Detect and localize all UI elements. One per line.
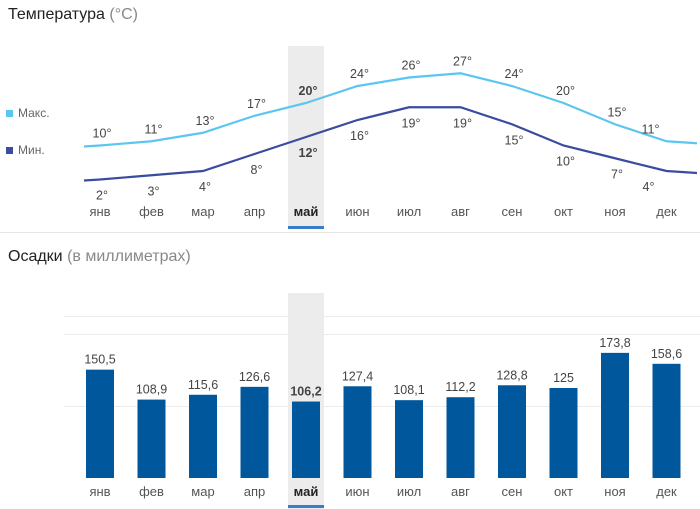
precip-bar — [240, 386, 269, 478]
precip-bar — [86, 369, 114, 478]
min-temp-label: 16° — [350, 129, 369, 143]
month-label-precip: фев — [139, 484, 164, 499]
min-temp-label: 19° — [453, 116, 472, 130]
precipitation-title: Осадки (в миллиметрах) — [8, 248, 191, 266]
month-label-precip: дек — [656, 484, 677, 499]
max-temp-label: 10° — [93, 127, 112, 141]
precip-value-label: 126,6 — [239, 370, 270, 384]
month-label-precip: июл — [397, 484, 421, 499]
month-label-temp: ноя — [604, 204, 625, 219]
month-label-precip: сен — [502, 484, 523, 499]
precip-bar — [652, 363, 681, 478]
max-temp-line — [83, 72, 698, 148]
precip-value-label: 173,8 — [599, 336, 630, 350]
precip-value-label: 127,4 — [342, 369, 373, 383]
min-temp-label: 15° — [505, 133, 524, 147]
temperature-title: Температура (°C) — [8, 6, 138, 24]
month-label-precip: май — [294, 484, 319, 499]
max-temp-label: 20° — [556, 84, 575, 98]
precip-bar — [601, 352, 629, 478]
legend-min-swatch — [6, 146, 13, 154]
section-divider — [0, 232, 700, 233]
selected-month-underline-temp — [288, 226, 324, 229]
max-temp-label: 17° — [247, 97, 266, 111]
month-label-precip: ноя — [604, 484, 625, 499]
month-label-precip: янв — [89, 484, 110, 499]
month-label-temp: фев — [139, 204, 164, 219]
min-temp-label: 7° — [611, 167, 623, 181]
max-temp-label: 13° — [196, 114, 215, 128]
month-label-temp: июн — [345, 204, 369, 219]
max-temp-label: 11° — [145, 122, 163, 136]
month-label-temp: сен — [502, 204, 523, 219]
max-temp-label: 11° — [642, 122, 660, 136]
legend-min: Мин. — [6, 143, 45, 157]
min-temp-label: 4° — [643, 180, 655, 194]
precip-value-label: 158,6 — [651, 347, 682, 361]
min-temp-label: 19° — [402, 116, 421, 130]
precip-bar — [343, 386, 372, 478]
precip-value-label: 112,2 — [445, 380, 475, 394]
min-temp-label: 3° — [148, 184, 160, 198]
precipitation-unit: (в миллиметрах) — [67, 248, 191, 265]
month-label-temp: июл — [397, 204, 421, 219]
month-label-temp: дек — [656, 204, 677, 219]
month-label-temp: авг — [451, 204, 470, 219]
month-label-precip: окт — [554, 484, 573, 499]
legend-max-label: Макс. — [18, 106, 50, 120]
precip-value-label: 150,5 — [84, 353, 115, 367]
min-temp-label: 12° — [299, 146, 318, 160]
precip-value-label: 106,2 — [290, 385, 321, 399]
legend-max-swatch — [6, 109, 13, 117]
precip-bar — [446, 397, 475, 478]
month-label-temp: янв — [89, 204, 110, 219]
precip-value-label: 128,8 — [496, 368, 527, 382]
max-temp-label: 27° — [453, 54, 472, 68]
month-label-temp: окт — [554, 204, 573, 219]
month-label-precip: апр — [244, 484, 266, 499]
month-label-temp: апр — [244, 204, 266, 219]
precip-bar — [137, 399, 166, 478]
precip-value-label: 115,6 — [188, 378, 218, 392]
min-temp-label: 4° — [199, 180, 211, 194]
max-temp-label: 26° — [402, 59, 421, 73]
temperature-unit: (°C) — [109, 6, 138, 23]
month-label-precip: мар — [191, 484, 214, 499]
min-temp-label: 2° — [96, 189, 108, 203]
precip-bar — [549, 388, 578, 478]
temperature-title-text: Температура — [8, 6, 105, 23]
precip-bar — [292, 401, 320, 478]
precip-value-label: 108,1 — [393, 383, 424, 397]
precip-bar — [189, 394, 217, 478]
max-temp-label: 20° — [299, 84, 318, 98]
precip-bar — [395, 400, 423, 478]
max-temp-label: 24° — [350, 67, 369, 81]
precip-bar — [498, 385, 526, 478]
month-label-temp: мар — [191, 204, 214, 219]
max-temp-label: 24° — [505, 67, 524, 81]
month-label-precip: авг — [451, 484, 470, 499]
precip-value-label: 125 — [553, 371, 574, 385]
month-label-precip: июн — [345, 484, 369, 499]
selected-month-underline-precip — [288, 505, 324, 508]
min-temp-label: 10° — [556, 155, 575, 169]
min-temp-line — [83, 106, 698, 182]
precipitation-title-text: Осадки — [8, 248, 63, 265]
legend-min-label: Мин. — [18, 143, 45, 157]
max-temp-label: 15° — [608, 105, 627, 119]
legend-max: Макс. — [6, 106, 50, 120]
month-label-temp: май — [294, 204, 319, 219]
precip-value-label: 108,9 — [136, 383, 167, 397]
min-temp-label: 8° — [251, 163, 263, 177]
